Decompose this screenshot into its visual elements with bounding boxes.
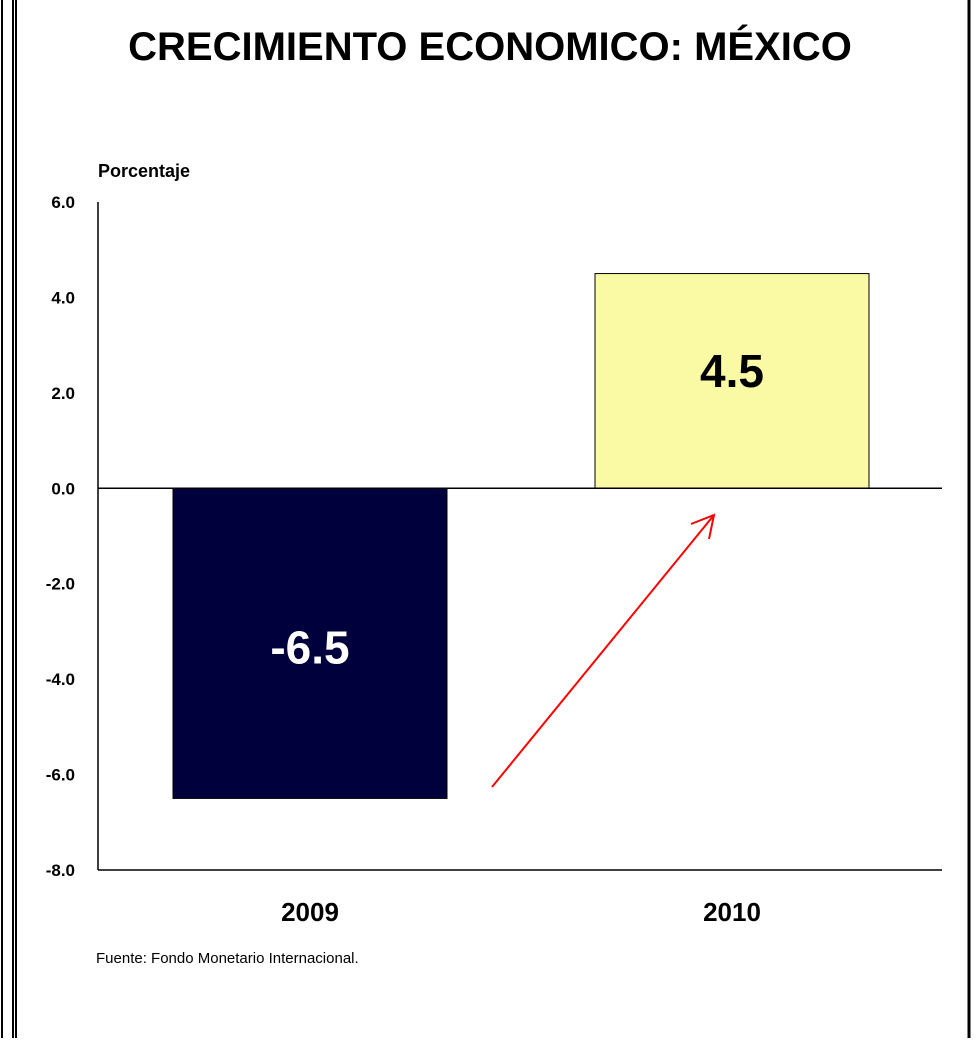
y-tick-label: 2.0 [51,384,75,403]
data-labels-group: -6.5 4.5 [270,345,764,673]
bar-2009 [172,487,448,799]
bar-2010 [594,273,870,489]
y-tick-label: -8.0 [46,861,75,880]
y-tick-label: 4.0 [51,288,75,307]
source-note: Fuente: Fondo Monetario Internacional. [96,950,359,967]
data-label-2010: 4.5 [700,345,764,397]
y-tick-label: 6.0 [51,193,75,212]
category-label-2009: 2009 [281,897,339,927]
chart-title: CRECIMIENTO ECONOMICO: MÉXICO [128,24,852,69]
red-arrow-annotation [491,513,716,788]
y-tick-label: -4.0 [46,670,75,689]
y-tick-label: -6.0 [46,766,75,785]
arrow-shaft [491,514,715,788]
category-label-2010: 2010 [703,897,761,927]
category-labels-group: 2009 2010 [281,897,761,927]
y-axis-label: Porcentaje [98,161,190,181]
y-tick-label: 0.0 [51,479,75,498]
data-label-2009: -6.5 [270,621,349,673]
arrow-head [690,513,716,540]
y-tick-label: -2.0 [46,575,75,594]
bars-group [172,273,870,799]
y-ticks: 6.0 4.0 2.0 0.0 -2.0 -4.0 -6.0 -8.0 [46,193,75,880]
